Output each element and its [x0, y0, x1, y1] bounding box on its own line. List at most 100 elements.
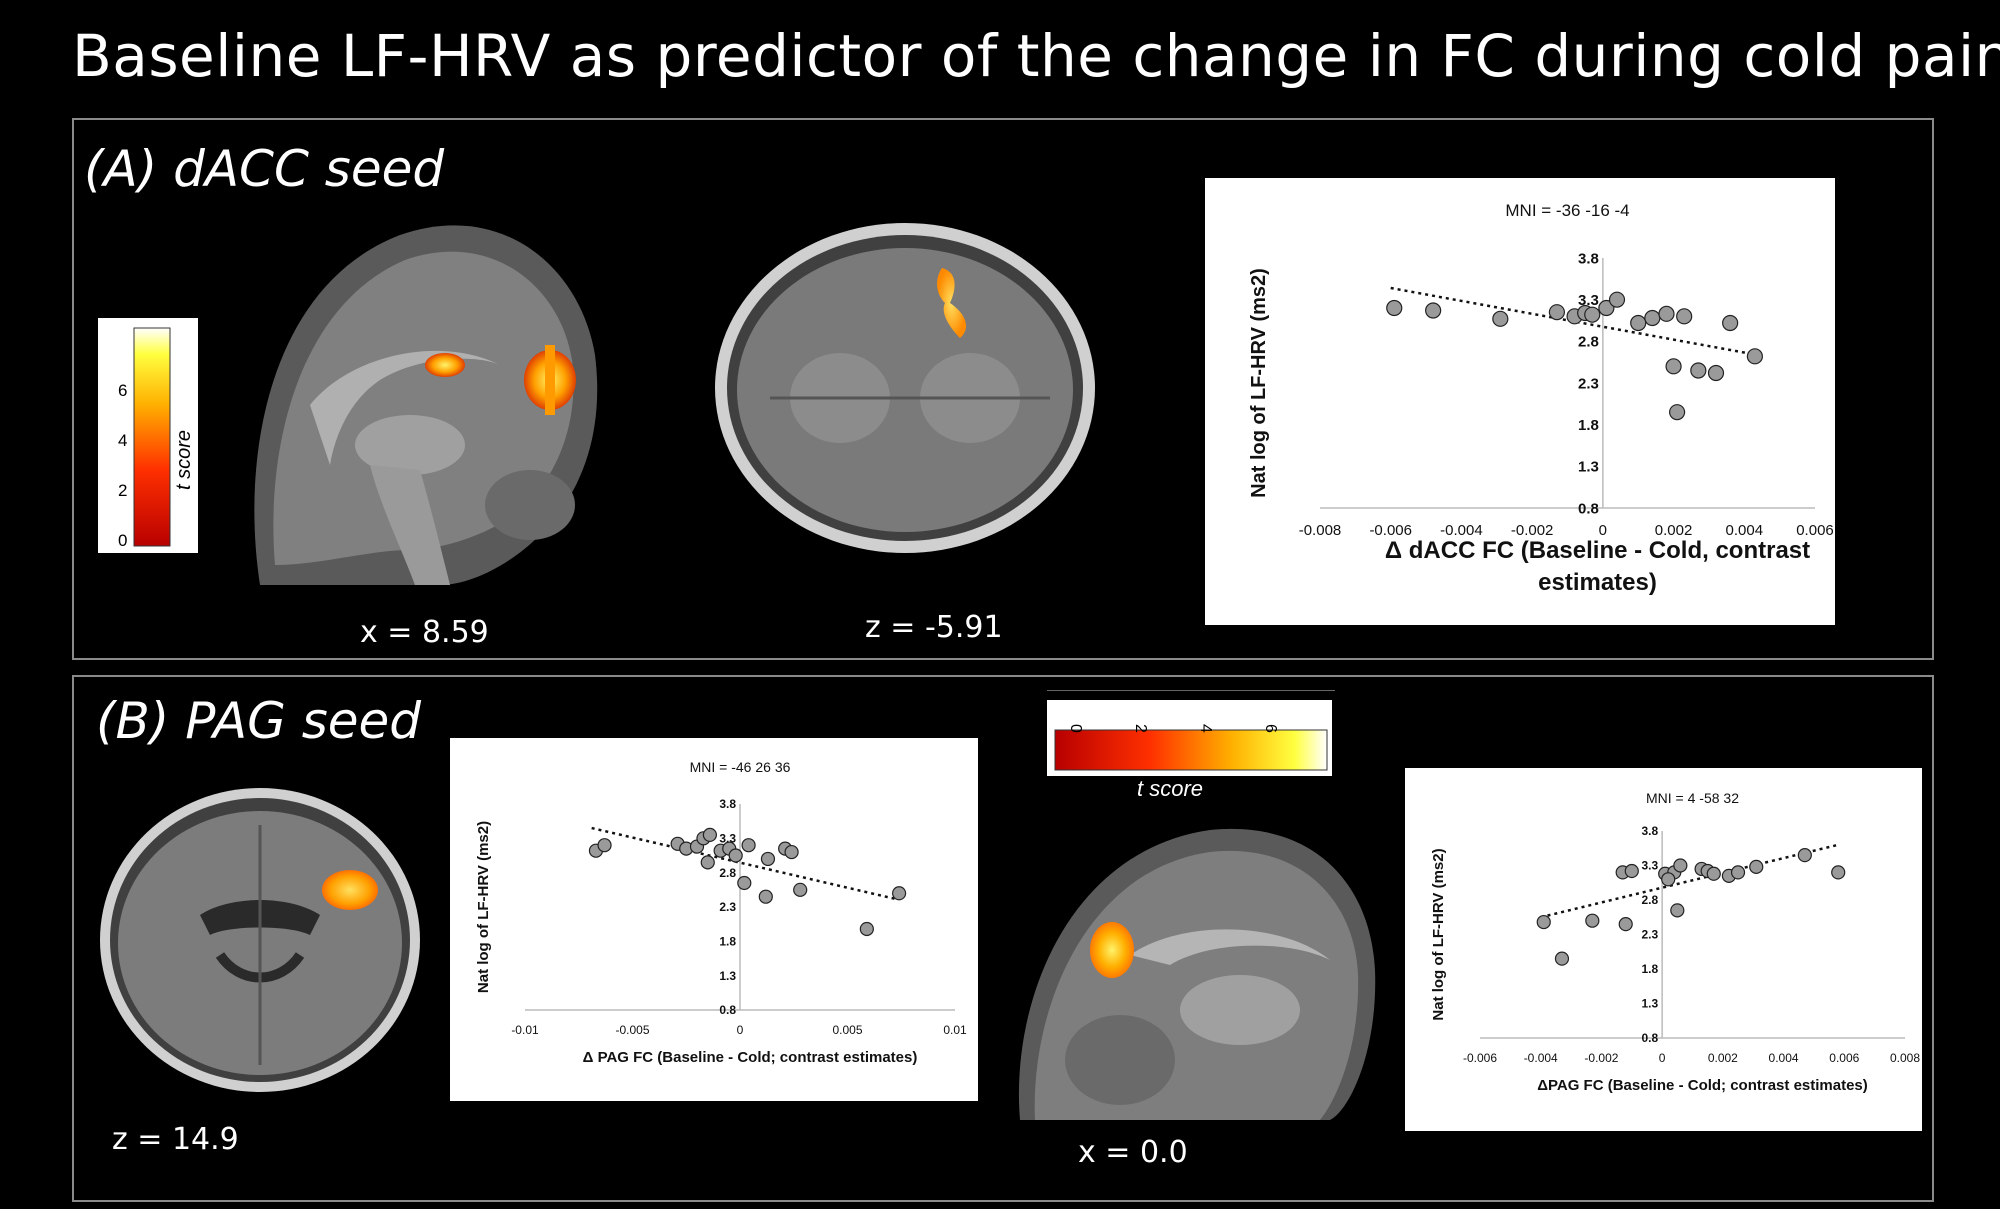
- chart-title: MNI = -46 26 36: [690, 759, 791, 775]
- y-tick-label: 3.8: [719, 797, 736, 811]
- data-point: [1661, 872, 1676, 887]
- data-point: [1585, 913, 1600, 928]
- y-tick-label: 3.8: [1641, 824, 1658, 838]
- data-point: [859, 921, 874, 937]
- data-point: [1624, 863, 1639, 879]
- x-tick-label: 0: [737, 1023, 744, 1037]
- colorbar-tick: 4: [1197, 724, 1214, 733]
- colorbar-label: t score: [173, 430, 195, 490]
- data-point: [1673, 858, 1688, 873]
- y-tick-label: 2.3: [1641, 928, 1658, 942]
- y-axis-label: Nat log of LF-HRV (ms2): [475, 821, 492, 993]
- x-tick-label: -0.008: [1299, 522, 1342, 539]
- x-tick-label: -0.002: [1511, 522, 1554, 539]
- data-point: [1386, 299, 1403, 317]
- data-point: [1618, 917, 1633, 932]
- chart-title: MNI = -36 -16 -4: [1505, 201, 1629, 220]
- scatter-plot-b2: MNI = 4 -58 32 0.8 1.3 1.8 2.3 2.8 3.3 3.8 -0.00…: [1405, 768, 1922, 1131]
- x-tick-label: 0.004: [1769, 1051, 1799, 1065]
- y-tick-label: 1.8: [1578, 417, 1599, 434]
- y-tick-label: 2.8: [1578, 334, 1599, 351]
- y-tick-label: 1.3: [1578, 459, 1599, 476]
- y-tick-label: 2.8: [1641, 893, 1658, 907]
- data-point: [1658, 305, 1675, 322]
- axial-brain-image-a: [715, 223, 1095, 553]
- data-point: [1676, 308, 1693, 325]
- data-point: [758, 889, 773, 904]
- scatter-plot-b1: MNI = -46 26 36 0.8 1.3 1.8 2.3 2.8 3.3 3.8 -0.0…: [450, 738, 978, 1101]
- data-point: [1669, 404, 1686, 421]
- x-tick-label: -0.004: [1524, 1051, 1558, 1065]
- panel-a-colorbar: 0 2 4 6 t score: [98, 318, 198, 553]
- data-point: [760, 851, 776, 867]
- sagittal-coord-a: x = 8.59: [360, 615, 489, 650]
- x-tick-label: -0.002: [1584, 1051, 1618, 1065]
- x-tick-label: 0: [1659, 1051, 1666, 1065]
- y-tick-label: 3.3: [1641, 859, 1658, 873]
- sagittal-brain-image-a: [254, 225, 598, 585]
- x-tick-label: -0.005: [615, 1023, 649, 1037]
- data-point: [700, 855, 715, 870]
- x-tick-label: 0.002: [1708, 1051, 1738, 1065]
- sagittal-coord-b: x = 0.0: [1078, 1135, 1188, 1170]
- x-tick-label: 0: [1599, 522, 1607, 539]
- colorbar-tick: 4: [118, 431, 127, 450]
- data-point: [892, 886, 907, 901]
- x-tick-label: -0.004: [1440, 522, 1483, 539]
- colorbar-tick: 2: [118, 481, 127, 500]
- data-point: [1548, 304, 1565, 321]
- x-axis-label: estimates): [1538, 569, 1657, 596]
- y-axis-label: Nat log of LF-HRV (ms2): [1248, 268, 1270, 498]
- x-tick-label: -0.01: [511, 1023, 539, 1037]
- y-tick-label: 2.3: [1578, 375, 1599, 392]
- y-tick-label: 1.8: [719, 935, 736, 949]
- colorbar-label: t score: [1137, 776, 1203, 800]
- y-tick-label: 2.3: [719, 900, 736, 914]
- y-tick-label: 0.8: [1578, 500, 1599, 517]
- data-point: [741, 838, 756, 853]
- data-point: [1665, 358, 1682, 375]
- y-tick-label: 0.8: [1641, 1031, 1658, 1045]
- data-point: [793, 882, 808, 897]
- x-axis-label: Δ PAG FC (Baseline - Cold; contrast esti…: [583, 1049, 918, 1066]
- colorbar-tick: 0: [118, 531, 127, 550]
- axial-coord-a: z = -5.91: [865, 610, 1003, 645]
- x-axis-label: ΔPAG FC (Baseline - Cold; contrast estim…: [1537, 1077, 1868, 1094]
- data-point: [702, 827, 717, 843]
- y-tick-label: 3.8: [1578, 250, 1599, 267]
- data-point: [1706, 866, 1721, 881]
- y-tick-label: 1.8: [1641, 962, 1658, 976]
- data-point: [1554, 951, 1570, 966]
- y-tick-label: 3.3: [1578, 292, 1599, 309]
- y-tick-label: 1.3: [719, 969, 736, 983]
- y-tick-label: 0.8: [719, 1003, 736, 1017]
- panel-b-label: (B) PAG seed: [96, 692, 422, 750]
- data-point: [1746, 348, 1763, 365]
- data-point: [1831, 865, 1846, 880]
- data-point: [1584, 306, 1601, 323]
- x-tick-label: -0.006: [1369, 522, 1412, 539]
- colorbar-tick: 2: [1132, 724, 1149, 733]
- x-tick-label: -0.006: [1463, 1051, 1497, 1065]
- y-tick-label: 1.3: [1641, 997, 1658, 1011]
- data-point: [1670, 903, 1685, 918]
- data-point: [1690, 362, 1707, 379]
- data-point: [597, 838, 612, 853]
- data-point: [737, 875, 752, 891]
- axial-coord-b: z = 14.9: [112, 1122, 239, 1157]
- x-tick-label: 0.008: [1890, 1051, 1920, 1065]
- x-tick-label: 0.004: [1726, 522, 1764, 539]
- data-point: [728, 848, 743, 863]
- panel-a-label: (A) dACC seed: [84, 140, 445, 198]
- x-tick-label: 0.002: [1655, 522, 1693, 539]
- x-tick-label: 0.006: [1796, 522, 1834, 539]
- data-point: [1608, 291, 1626, 308]
- chart-title: MNI = 4 -58 32: [1646, 790, 1739, 806]
- trend-line: [591, 826, 896, 900]
- x-tick-label: 0.01: [943, 1023, 967, 1037]
- data-point: [1598, 299, 1615, 317]
- data-point: [1536, 914, 1551, 930]
- x-tick-label: 0.005: [832, 1023, 862, 1037]
- data-point: [1730, 865, 1746, 880]
- y-tick-label: 2.8: [719, 866, 736, 880]
